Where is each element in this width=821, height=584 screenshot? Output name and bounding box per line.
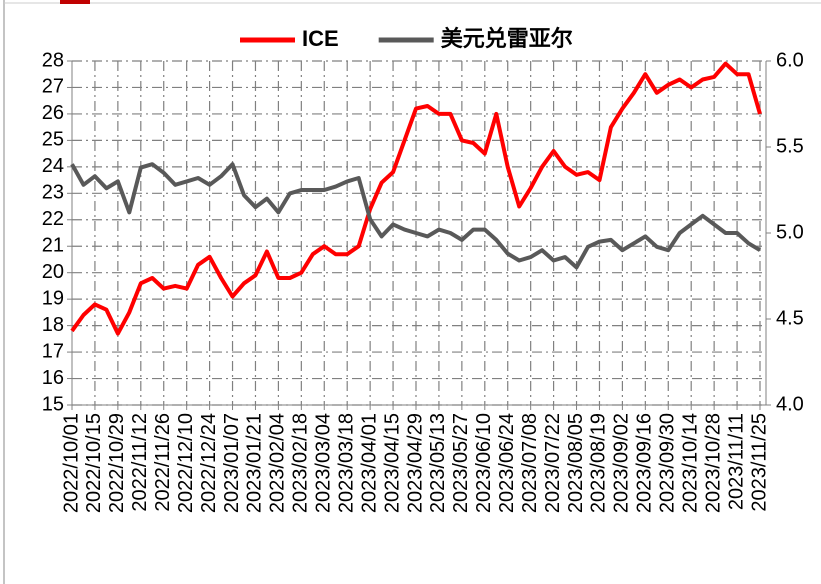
x-tick-label: 2023/02/04 xyxy=(267,413,289,513)
x-tick-label: 2022/11/12 xyxy=(129,413,151,512)
x-tick-label: 2023/05/13 xyxy=(427,413,449,513)
y-tick-label: 19 xyxy=(42,287,64,309)
y2-tick-label: 6.0 xyxy=(776,49,804,71)
y2-tick-label: 5.0 xyxy=(776,221,804,243)
y-tick-label: 21 xyxy=(42,235,64,257)
y-tick-label: 24 xyxy=(42,155,64,177)
x-tick-label: 2023/07/08 xyxy=(519,413,541,513)
x-tick-label: 2023/03/04 xyxy=(313,413,335,513)
x-tick-label: 2023/01/07 xyxy=(221,413,243,513)
x-tick-label: 2023/07/22 xyxy=(542,413,564,513)
x-tick-label: 2023/09/16 xyxy=(634,413,656,513)
series-line xyxy=(70,162,762,270)
y-tick-label: 15 xyxy=(42,393,64,415)
x-tick-label: 2023/04/15 xyxy=(381,413,403,513)
y-tick-label: 25 xyxy=(42,129,64,151)
tab-mark xyxy=(60,0,90,4)
x-tick-label: 2023/01/21 xyxy=(244,413,266,513)
x-tick-label: 2022/10/29 xyxy=(106,413,128,513)
y-tick-label: 22 xyxy=(42,208,64,230)
legend-label: 美元兑雷亚尔 xyxy=(441,26,573,51)
y-tick-label: 18 xyxy=(42,314,64,336)
x-tick-label: 2023/11/11 xyxy=(725,413,747,510)
legend: ICE 美元兑雷亚尔 xyxy=(240,26,573,51)
y2-tick-label: 4.0 xyxy=(776,393,804,415)
x-tick-label: 2023/08/05 xyxy=(565,413,587,513)
x-tick-label: 2023/05/27 xyxy=(450,413,472,513)
legend-label: ICE xyxy=(302,26,339,51)
x-tick-label: 2022/12/24 xyxy=(198,413,220,513)
frame xyxy=(4,0,821,584)
x-tick-label: 2022/10/01 xyxy=(60,413,82,513)
series-line xyxy=(70,61,762,336)
y-tick-label: 26 xyxy=(42,102,64,124)
x-tick-label: 2022/10/15 xyxy=(83,413,105,513)
x-tick-label: 2023/06/10 xyxy=(473,413,495,513)
x-tick-label: 2022/12/10 xyxy=(175,413,197,513)
x-tick-label: 2023/10/28 xyxy=(702,413,724,513)
y-tick-label: 28 xyxy=(42,49,64,71)
x-tick-label: 2023/09/30 xyxy=(657,413,679,513)
x-tick-label: 2023/08/19 xyxy=(588,413,610,513)
x-tick-label: 2023/09/02 xyxy=(611,413,633,513)
x-tick-label: 2023/06/24 xyxy=(496,413,518,513)
y2-tick-label: 5.5 xyxy=(776,135,804,157)
y-tick-label: 17 xyxy=(42,340,64,362)
x-tick-label: 2023/10/14 xyxy=(679,413,701,513)
x-tick-label: 2023/03/18 xyxy=(335,413,357,513)
y-tick-label: 16 xyxy=(42,367,64,389)
x-tick-label: 2023/11/25 xyxy=(748,413,770,512)
y-tick-label: 23 xyxy=(42,182,64,204)
x-tick-label: 2023/02/18 xyxy=(290,413,312,513)
x-tick-label: 2023/04/29 xyxy=(404,413,426,513)
y2-tick-label: 4.5 xyxy=(776,307,804,329)
x-tick-label: 2023/04/01 xyxy=(358,413,380,513)
y-tick-label: 27 xyxy=(42,76,64,98)
x-tick-label: 2022/11/26 xyxy=(152,413,174,512)
y-tick-label: 20 xyxy=(42,261,64,283)
